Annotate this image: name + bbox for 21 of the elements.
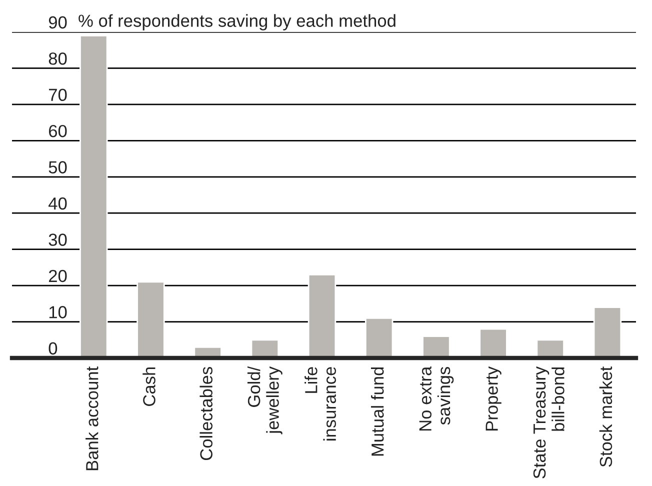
x-tick-label: Gold/ jewellery xyxy=(247,366,282,434)
chart-title: % of respondents saving by each method xyxy=(78,14,396,30)
x-tick-label: Mutual fund xyxy=(371,367,384,456)
x-tick-label: State Treasury bill-bond xyxy=(533,366,564,478)
y-tick-label: 30 xyxy=(48,234,67,246)
x-tick-label: Stock market xyxy=(599,366,612,467)
x-tick-label: Bank account xyxy=(86,366,98,470)
x-tick-label: Cash xyxy=(142,367,156,406)
x-tick-label: No extra savings xyxy=(419,366,454,431)
x-tick-label: Property xyxy=(486,366,502,431)
y-tick-label: 10 xyxy=(49,306,67,318)
y-tick-label: 0 xyxy=(48,342,58,355)
x-tick-label: Collectables xyxy=(200,366,212,460)
y-tick-label: 80 xyxy=(48,52,67,65)
y-tick-label: 70 xyxy=(49,88,67,102)
y-tick-label: 20 xyxy=(48,270,67,282)
x-tick-label: Life insurance xyxy=(304,367,336,440)
y-tick-label: 60 xyxy=(48,124,67,138)
y-tick-label: 40 xyxy=(48,197,67,210)
y-tick-label: 50 xyxy=(48,161,67,174)
y-tick-label: 90 xyxy=(48,16,67,29)
